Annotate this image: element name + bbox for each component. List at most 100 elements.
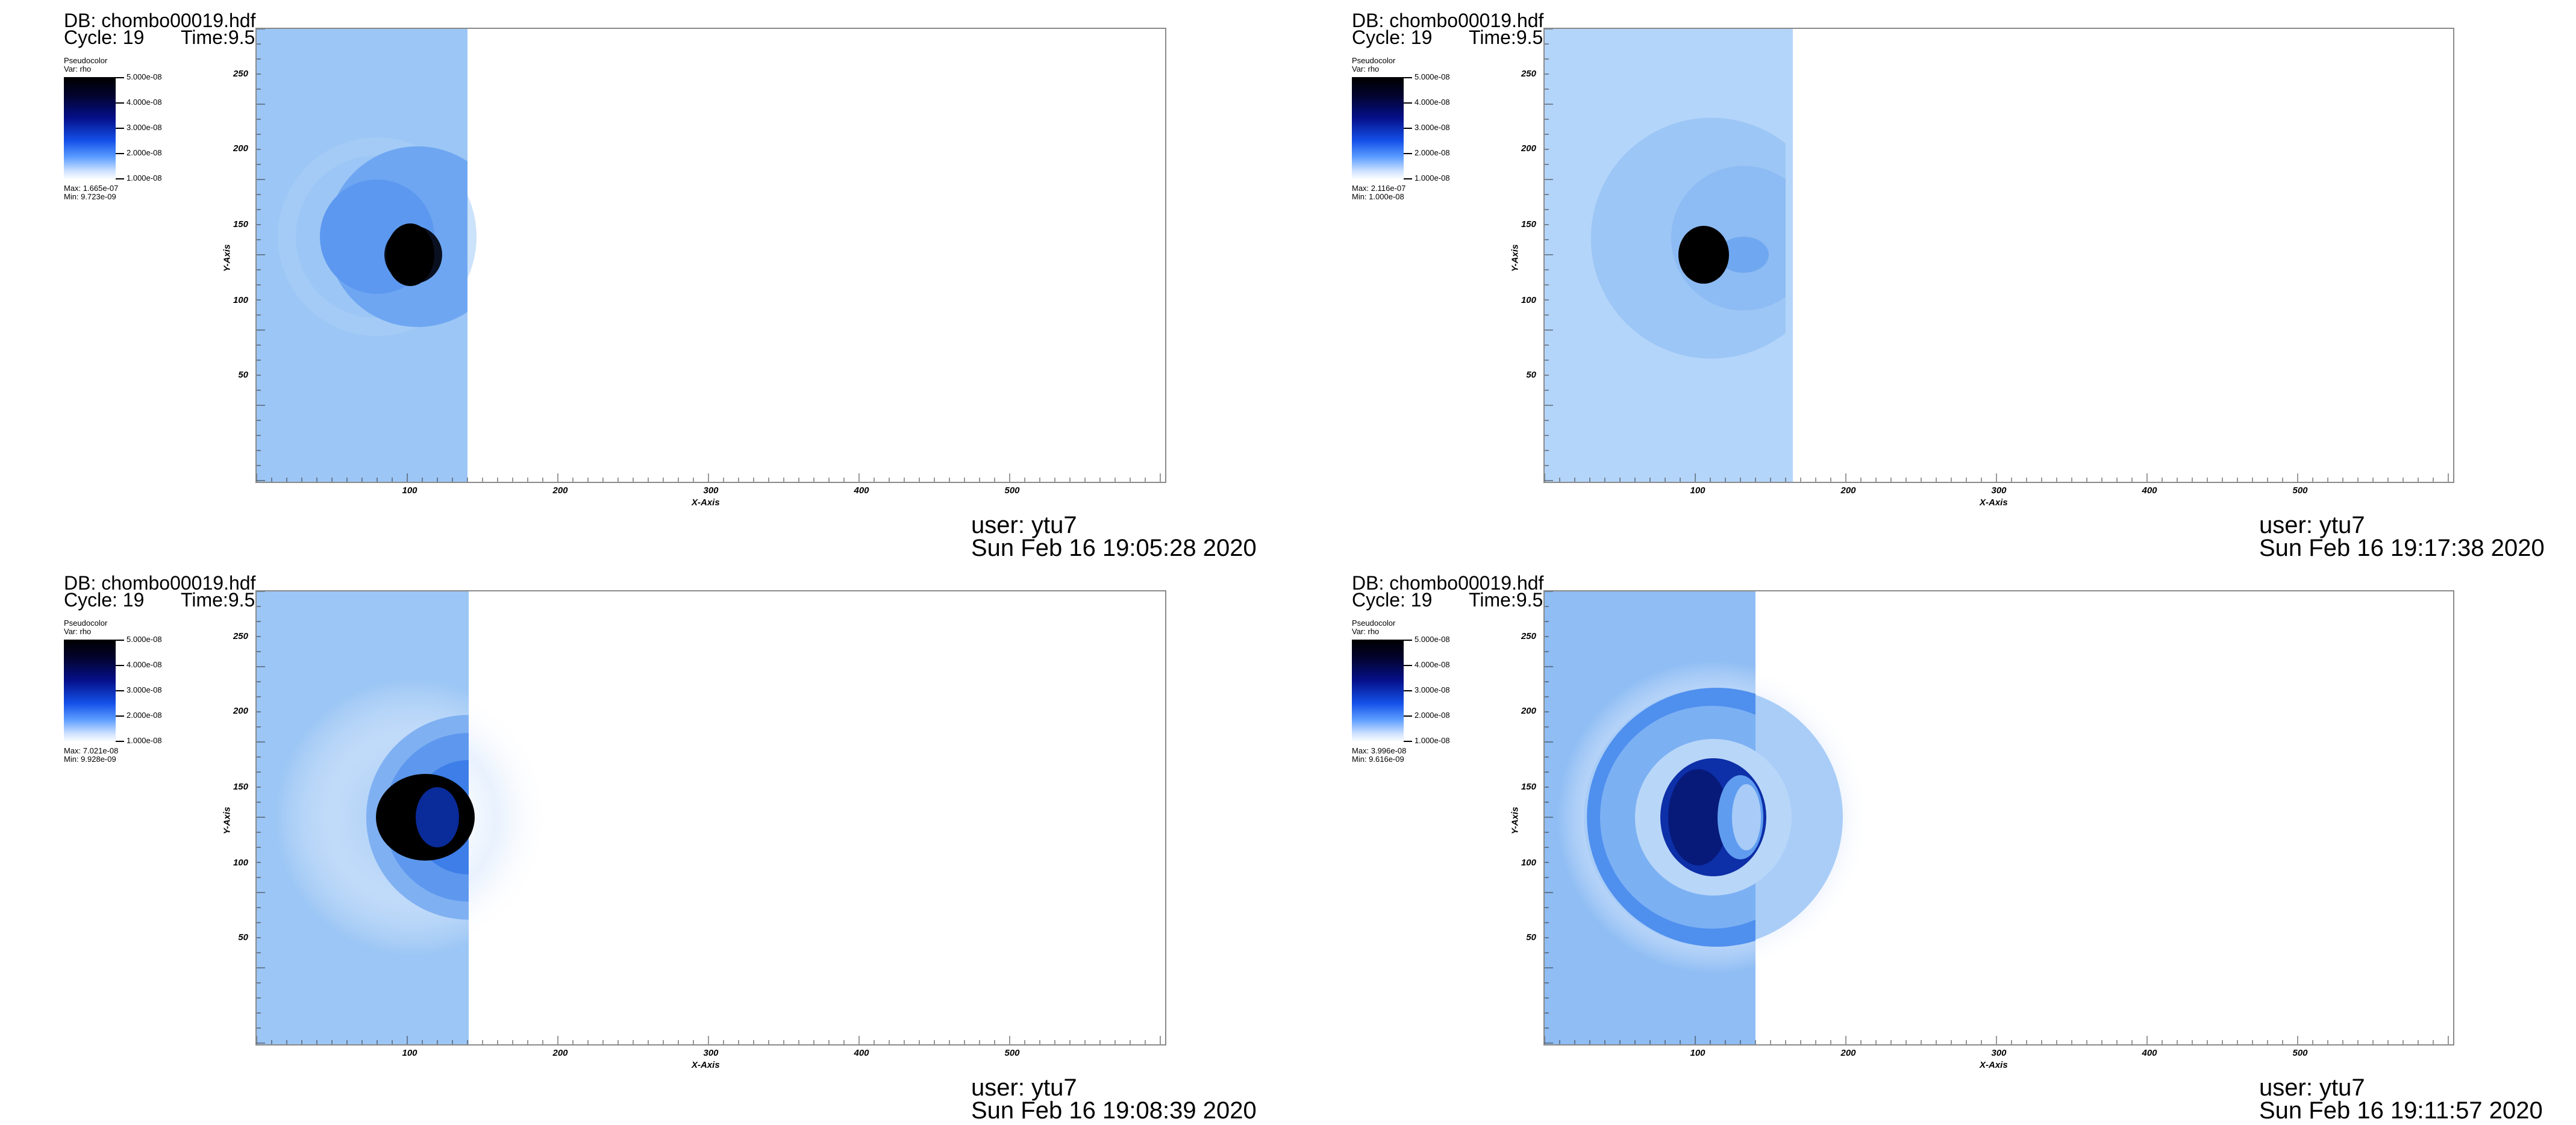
- legend-tick: [116, 77, 124, 78]
- x-axis-title: X-Axis: [1980, 497, 2008, 508]
- legend-tick-label: 4.000e-08: [1415, 660, 1450, 669]
- legend-tick-label: 5.000e-08: [1415, 72, 1450, 81]
- y-tick-label: 150: [1521, 782, 1536, 792]
- x-tick-label: 200: [552, 1048, 568, 1058]
- y-tick-label: 100: [1521, 858, 1536, 868]
- legend-tick: [1404, 102, 1412, 104]
- x-tick-label: 100: [402, 1048, 417, 1058]
- legend-tick-label: 2.000e-08: [127, 148, 162, 157]
- legend-title: Pseudocolor: [64, 56, 108, 65]
- colorbar: [1352, 640, 1404, 742]
- x-tick-label: 300: [703, 1048, 719, 1058]
- visit-panel: DB: chombo00019.hdf Cycle: 19 Time:9.5e-…: [1288, 562, 2576, 1125]
- legend-var: Var: rho: [1352, 64, 1380, 73]
- legend-tick-label: 5.000e-08: [1415, 635, 1450, 644]
- legend-tick-label: 4.000e-08: [1415, 98, 1450, 107]
- y-tick-label: 100: [1521, 295, 1536, 305]
- x-tick-label: 400: [854, 485, 869, 496]
- legend-tick: [1404, 153, 1412, 154]
- legend-var: Var: rho: [64, 64, 92, 73]
- cycle-label: Cycle: 19: [1352, 26, 1433, 48]
- y-axis-title: Y-Axis: [222, 244, 233, 272]
- legend-tick-label: 3.000e-08: [1415, 685, 1450, 694]
- legend-title: Pseudocolor: [1352, 56, 1396, 65]
- visit-panel: DB: chombo00019.hdf Cycle: 19 Time:9.5e-…: [0, 562, 1288, 1125]
- legend-tick: [116, 128, 124, 129]
- db-label: DB: chombo00019.hdf: [1352, 572, 1544, 594]
- legend-title: Pseudocolor: [1352, 619, 1396, 628]
- legend-tick-label: 1.000e-08: [1415, 736, 1450, 745]
- x-tick-label: 500: [2292, 485, 2308, 496]
- legend-tick-label: 5.000e-08: [127, 72, 162, 81]
- legend-tick: [1404, 640, 1412, 641]
- y-tick-label: 50: [1526, 370, 1536, 380]
- y-tick-label: 250: [1521, 69, 1536, 79]
- y-tick-label: 200: [233, 706, 248, 716]
- x-tick-label: 300: [1991, 1048, 2007, 1058]
- x-axis-title: X-Axis: [692, 497, 720, 508]
- y-tick-label: 200: [1521, 143, 1536, 154]
- x-tick-label: 300: [1991, 485, 2007, 496]
- x-tick-label: 400: [854, 1048, 869, 1058]
- legend-tick-label: 1.000e-08: [127, 736, 162, 745]
- legend-max: Max: 2.116e-07: [1352, 184, 1406, 193]
- color-legend: Pseudocolor Var: rho 5.000e-08 4.000e-08…: [64, 57, 196, 207]
- y-tick-label: 50: [238, 932, 248, 943]
- legend-tick: [116, 690, 124, 691]
- y-tick-label: 100: [233, 858, 248, 868]
- legend-tick-label: 2.000e-08: [1415, 711, 1450, 720]
- legend-tick-label: 3.000e-08: [127, 123, 162, 132]
- y-tick-label: 150: [233, 782, 248, 792]
- color-legend: Pseudocolor Var: rho 5.000e-08 4.000e-08…: [64, 619, 196, 770]
- y-tick-label: 250: [233, 631, 248, 641]
- y-tick-label: 50: [238, 370, 248, 380]
- y-tick-label: 250: [233, 69, 248, 79]
- density-field: [257, 29, 1161, 482]
- legend-tick: [116, 102, 124, 104]
- legend-max: Max: 1.665e-07: [64, 184, 119, 193]
- date-label: Sun Feb 16 19:11:57 2020: [2259, 1097, 2543, 1124]
- legend-min: Min: 1.000e-08: [1352, 192, 1404, 201]
- legend-max: Max: 7.021e-08: [64, 746, 119, 755]
- dense-cloud: [1678, 226, 1729, 284]
- legend-tick: [1404, 77, 1412, 78]
- date-label: Sun Feb 16 19:17:38 2020: [2259, 535, 2545, 561]
- legend-max: Max: 3.996e-08: [1352, 746, 1407, 755]
- visit-panel: DB: chombo00019.hdf Cycle: 19 Time:9.5e-…: [1288, 0, 2576, 562]
- colorbar: [1352, 77, 1404, 179]
- x-axis-title: X-Axis: [1980, 1060, 2008, 1070]
- db-label: DB: chombo00019.hdf: [64, 572, 256, 594]
- plot-area: [255, 590, 1166, 1046]
- legend-tick-label: 5.000e-08: [127, 635, 162, 644]
- y-tick-label: 150: [1521, 219, 1536, 229]
- legend-var: Var: rho: [64, 627, 92, 636]
- y-tick-label: 150: [233, 219, 248, 229]
- legend-tick-label: 1.000e-08: [127, 173, 162, 182]
- cycle-label: Cycle: 19: [64, 589, 145, 611]
- x-tick-label: 300: [703, 485, 719, 496]
- x-axis-title: X-Axis: [692, 1060, 720, 1070]
- legend-var: Var: rho: [1352, 627, 1380, 636]
- db-label: DB: chombo00019.hdf: [1352, 10, 1544, 31]
- legend-tick: [116, 741, 124, 742]
- plot-area: [255, 28, 1166, 483]
- x-tick-label: 500: [1004, 1048, 1020, 1058]
- y-tick-label: 200: [1521, 706, 1536, 716]
- color-legend: Pseudocolor Var: rho 5.000e-08 4.000e-08…: [1352, 57, 1484, 207]
- legend-tick: [1404, 178, 1412, 179]
- y-tick-label: 50: [1526, 932, 1536, 943]
- visit-panel: DB: chombo00019.hdf Cycle: 19 Time:9.5e-…: [0, 0, 1288, 562]
- legend-tick: [116, 153, 124, 154]
- legend-tick-label: 2.000e-08: [127, 711, 162, 720]
- plot-area: [1543, 590, 2454, 1046]
- legend-tick-label: 3.000e-08: [1415, 123, 1450, 132]
- legend-tick-label: 2.000e-08: [1415, 148, 1450, 157]
- legend-tick: [116, 178, 124, 179]
- date-label: Sun Feb 16 19:05:28 2020: [971, 535, 1257, 561]
- legend-min: Min: 9.616e-09: [1352, 755, 1404, 764]
- density-field: [1545, 29, 2449, 482]
- plot-area: [1543, 28, 2454, 483]
- colorbar: [64, 640, 116, 742]
- x-tick-label: 100: [1690, 1048, 1705, 1058]
- legend-tick: [116, 665, 124, 666]
